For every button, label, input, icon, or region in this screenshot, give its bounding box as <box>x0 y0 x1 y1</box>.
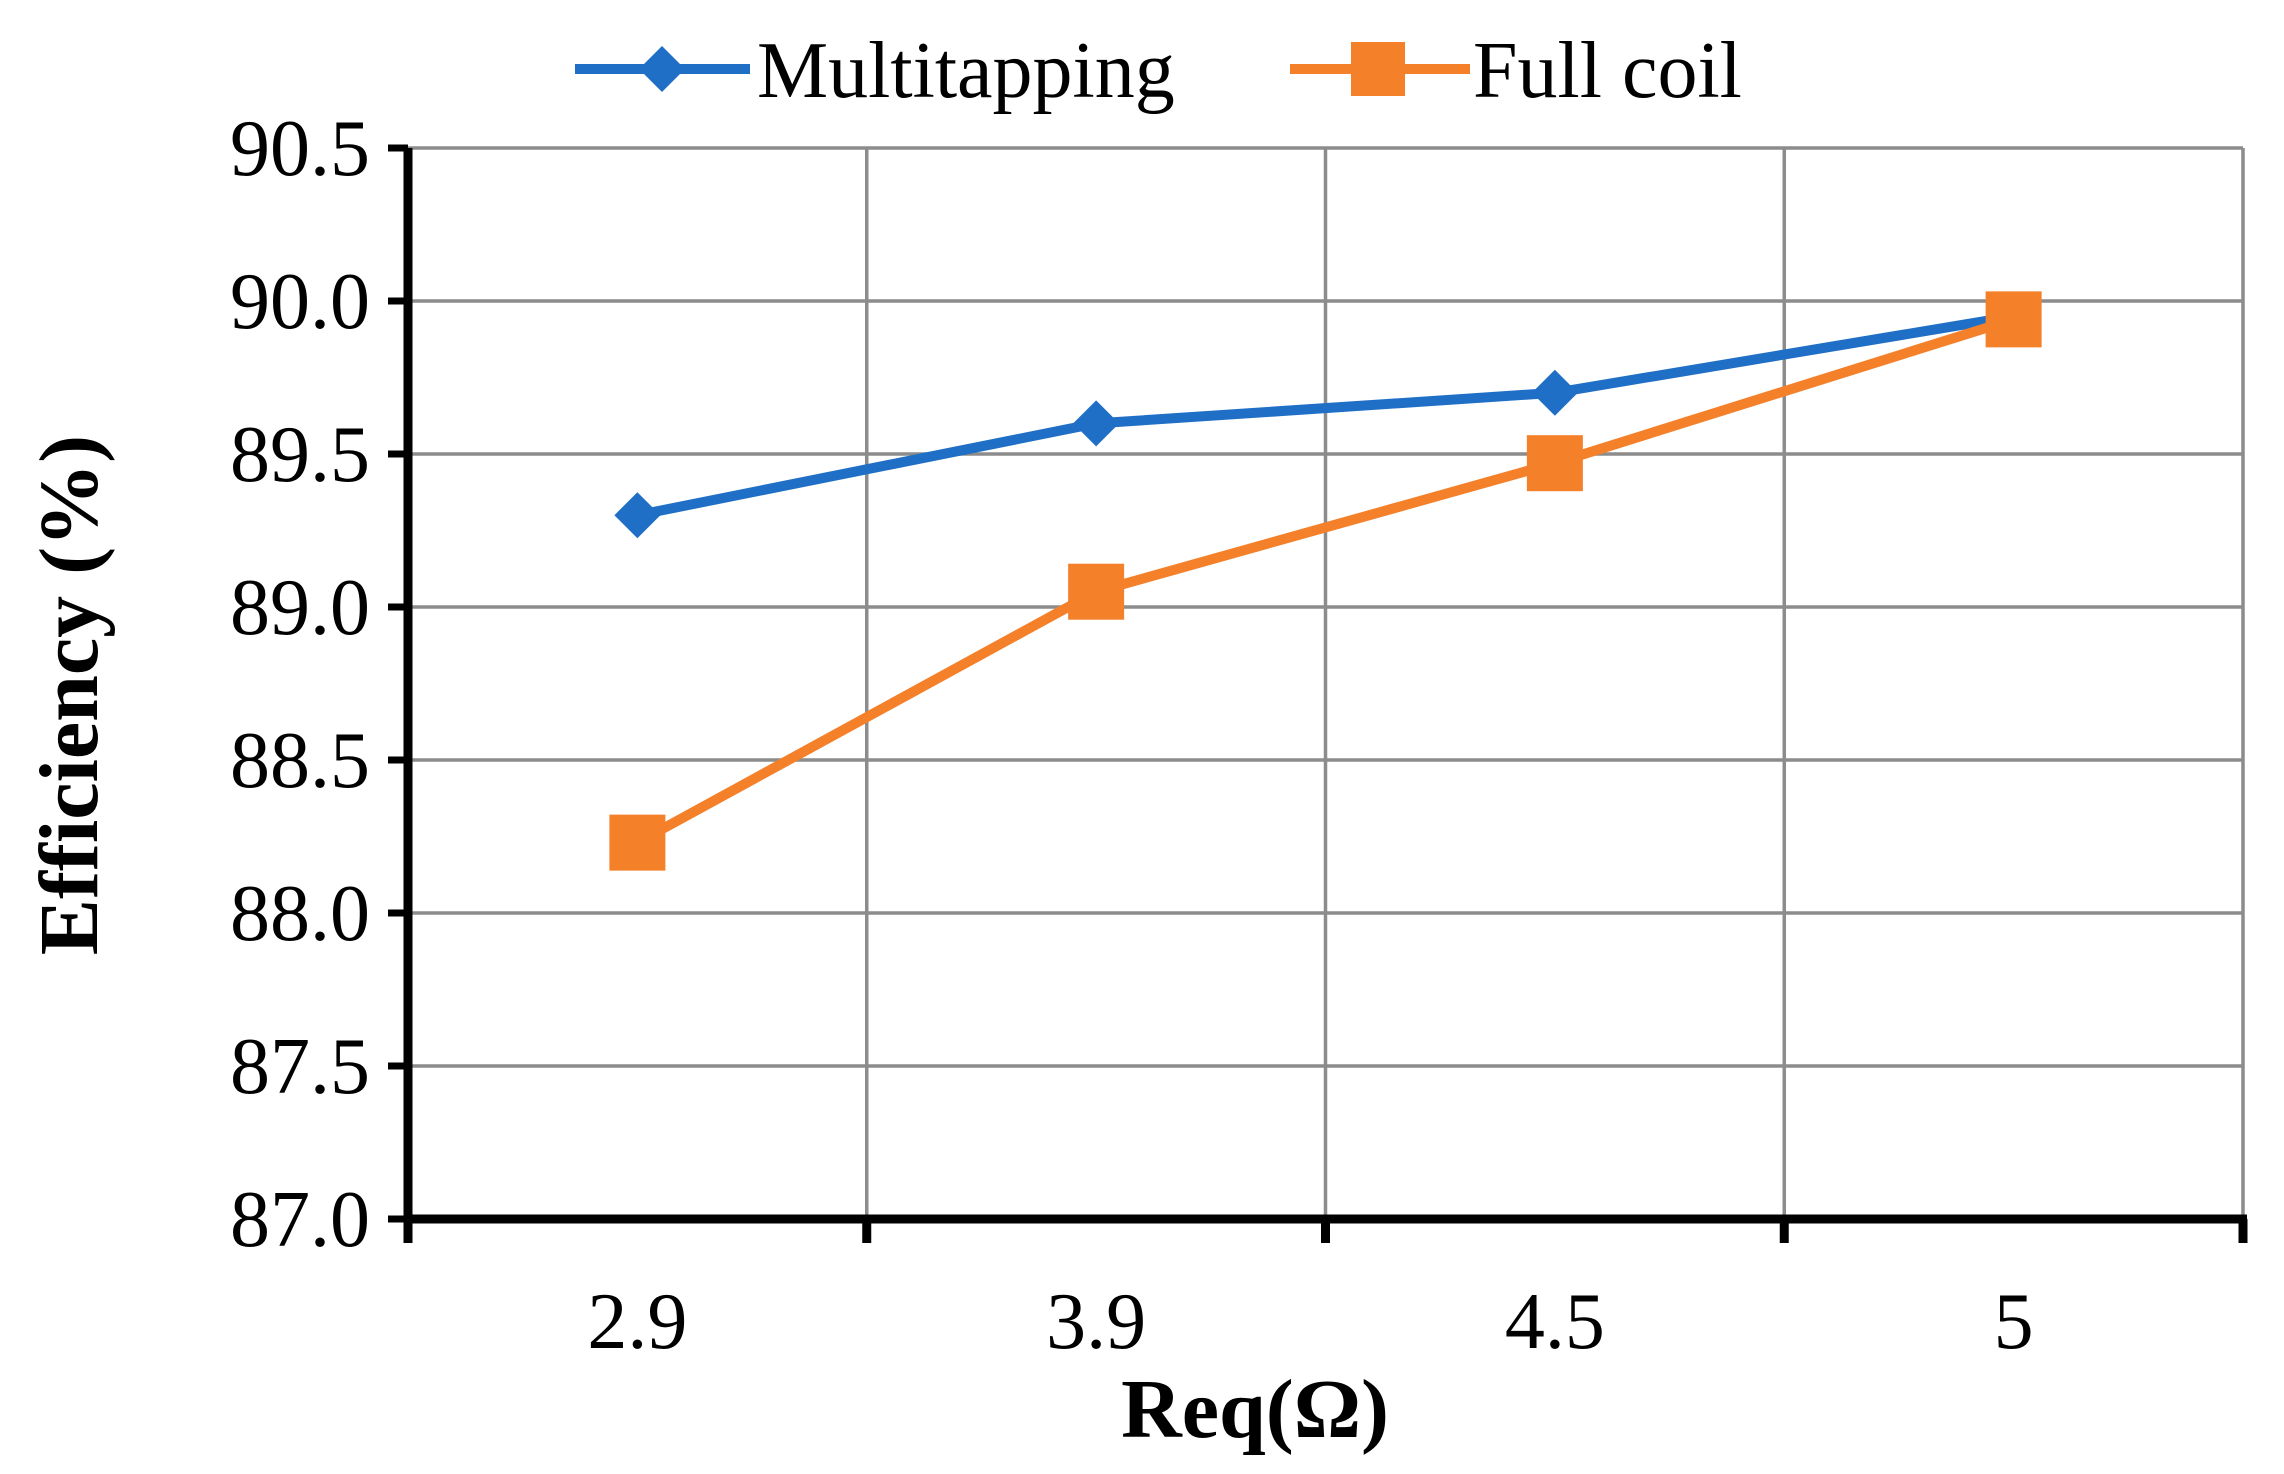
legend-marker-full-coil <box>1351 42 1405 96</box>
legend-item-full-coil: Full coil <box>1290 27 1742 115</box>
legend-label-full-coil: Full coil <box>1473 27 1742 115</box>
data-series <box>609 291 2042 871</box>
legend-marker-multitapping <box>639 46 685 92</box>
legend: Multitapping Full coil <box>575 27 1742 115</box>
y-axis-title: Efficiency (%) <box>23 435 116 955</box>
series-line-multitapping <box>636 311 2015 521</box>
axes <box>388 144 2248 1243</box>
data-point-full-coil <box>1068 563 1125 620</box>
x-tick-labels: 2.9 3.9 4.5 5 <box>587 1278 2033 1366</box>
y-tick-labels: 87.0 87.5 88.0 88.5 89.0 89.5 90.0 90.5 <box>230 105 370 1264</box>
y-tick-label: 90.5 <box>230 105 370 193</box>
y-tick-label: 87.0 <box>230 1176 370 1264</box>
y-tick-label: 89.0 <box>230 564 370 652</box>
data-point-multitapping <box>1073 400 1120 447</box>
data-point-full-coil <box>1985 291 2042 348</box>
y-tick-label: 90.0 <box>230 258 370 346</box>
legend-item-multitapping: Multitapping <box>575 27 1175 115</box>
gridlines <box>408 146 2245 1219</box>
data-point-multitapping <box>1531 369 1578 416</box>
y-tick-label: 88.0 <box>230 870 370 958</box>
x-tick-label: 3.9 <box>1046 1278 1146 1366</box>
x-tick-label: 4.5 <box>1505 1278 1605 1366</box>
data-point-full-coil <box>1526 435 1583 492</box>
x-tick-label: 2.9 <box>587 1278 687 1366</box>
series-full-coil <box>609 291 2042 871</box>
y-tick-label: 89.5 <box>230 411 370 499</box>
legend-label-multitapping: Multitapping <box>757 27 1175 115</box>
x-axis-title: Req(Ω) <box>1121 1363 1389 1456</box>
data-point-full-coil <box>609 814 666 871</box>
data-point-multitapping <box>614 492 661 539</box>
y-tick-label: 87.5 <box>230 1023 370 1111</box>
series-multitapping <box>614 293 2037 539</box>
y-tick-label: 88.5 <box>230 717 370 805</box>
series-line-full-coil <box>634 314 2016 848</box>
x-tick-label: 5 <box>1994 1278 2034 1366</box>
